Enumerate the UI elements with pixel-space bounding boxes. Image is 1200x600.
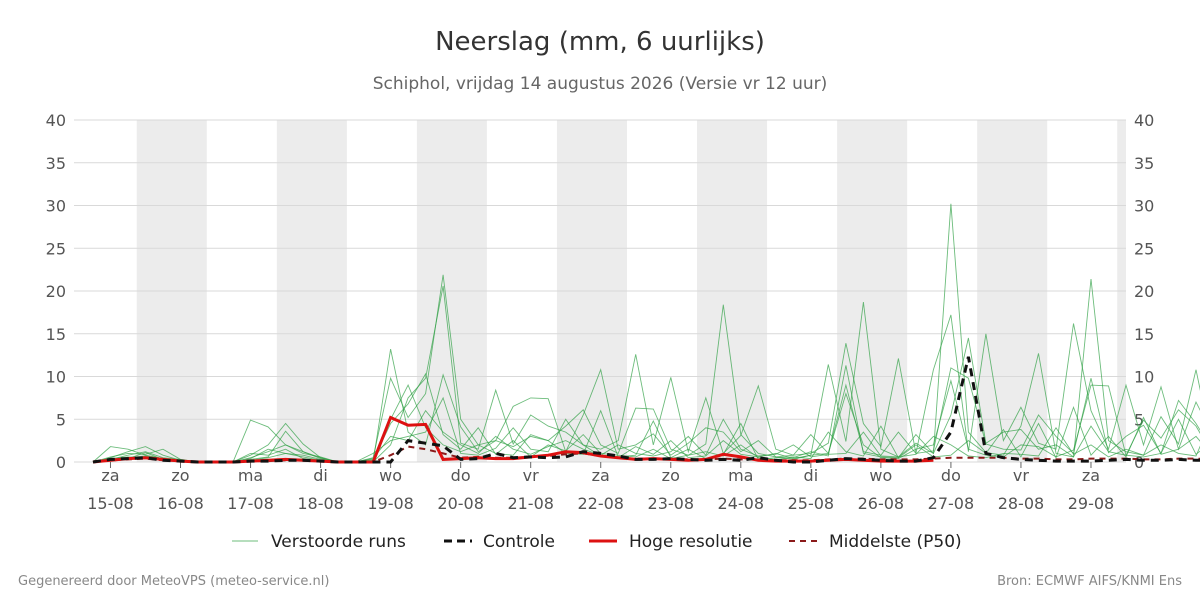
x-tick-day: zo: [171, 466, 189, 485]
legend: Verstoorde runs Controle Hoge resolutie …: [232, 532, 962, 552]
y-axis-ticks: 0 0 5 5 10 10 15 15 20 20 25 25 30 30 35 35 40 40: [46, 111, 1155, 472]
y-tick-label-right: 5: [1134, 410, 1144, 429]
y-tick-label-right: 35: [1134, 154, 1154, 173]
y-tick-label-right: 40: [1134, 111, 1154, 130]
ensemble-members: [92, 203, 1200, 463]
x-tick-date: 26-08: [858, 494, 905, 513]
legend-label-p50: Middelste (P50): [829, 532, 962, 552]
y-tick-label-right: 20: [1134, 282, 1154, 301]
y-tick-label-left: 25: [46, 239, 66, 258]
footer-generated-by: Gegenereerd door MeteoVPS (meteo-service…: [18, 574, 329, 589]
y-tick-label-left: 20: [46, 282, 66, 301]
legend-label-control: Controle: [483, 532, 555, 552]
x-tick-date: 27-08: [928, 494, 975, 513]
y-tick-label-left: 40: [46, 111, 66, 130]
x-tick-day: za: [1082, 466, 1100, 485]
chart-subtitle: Schiphol, vrijdag 14 augustus 2026 (Vers…: [373, 74, 828, 94]
legend-item-hires: Hoge resolutie: [589, 532, 753, 552]
y-tick-label-left: 10: [46, 368, 66, 387]
x-tick-day: zo: [662, 466, 680, 485]
x-tick-date: 28-08: [998, 494, 1045, 513]
x-tick-day: wo: [869, 466, 892, 485]
legend-item-p50: Middelste (P50): [789, 532, 962, 552]
x-tick-date: 29-08: [1068, 494, 1115, 513]
x-tick-day: ma: [238, 466, 263, 485]
x-tick-date: 22-08: [577, 494, 624, 513]
x-tick-date: 18-08: [297, 494, 344, 513]
y-tick-label-left: 15: [46, 325, 66, 344]
x-axis-ticks: za 15-08 zo 16-08 ma 17-08 di 18-08 wo 19-08 do 20-…: [87, 462, 1114, 513]
x-tick-day: vr: [1013, 466, 1029, 485]
chart-title: Neerslag (mm, 6 uurlijks): [435, 27, 765, 57]
y-tick-label-right: 30: [1134, 197, 1154, 216]
control-line: [92, 356, 1200, 464]
x-tick-date: 17-08: [227, 494, 274, 513]
footer-source: Bron: ECMWF AIFS/KNMI Ens: [997, 574, 1182, 589]
legend-item-ensemble: Verstoorde runs: [232, 532, 406, 552]
y-tick-label-left: 0: [56, 453, 66, 472]
x-tick-day: za: [592, 466, 610, 485]
x-tick-day: do: [941, 466, 961, 485]
legend-item-control: Controle: [444, 532, 555, 552]
x-tick-day: wo: [379, 466, 402, 485]
y-tick-label-left: 5: [56, 410, 66, 429]
y-tick-label-right: 15: [1134, 325, 1154, 344]
y-tick-label-right: 0: [1134, 453, 1144, 472]
x-tick-date: 21-08: [507, 494, 554, 513]
x-tick-date: 19-08: [367, 494, 414, 513]
x-tick-day: do: [451, 466, 471, 485]
y-tick-label-left: 30: [46, 197, 66, 216]
y-tick-label-left: 35: [46, 154, 66, 173]
x-tick-day: za: [101, 466, 119, 485]
legend-label-hires: Hoge resolutie: [629, 532, 753, 552]
x-tick-date: 20-08: [437, 494, 484, 513]
legend-label-ensemble: Verstoorde runs: [271, 532, 406, 552]
x-tick-day: vr: [523, 466, 539, 485]
main-series: [92, 356, 1200, 464]
x-tick-day: ma: [728, 466, 753, 485]
x-tick-date: 25-08: [788, 494, 835, 513]
x-tick-day: di: [313, 466, 328, 485]
x-tick-date: 23-08: [648, 494, 695, 513]
x-tick-date: 24-08: [718, 494, 765, 513]
ensemble-member-line: [92, 337, 1200, 463]
x-tick-day: di: [804, 466, 819, 485]
x-tick-date: 15-08: [87, 494, 134, 513]
y-tick-label-right: 10: [1134, 368, 1154, 387]
x-tick-date: 16-08: [157, 494, 204, 513]
y-tick-label-right: 25: [1134, 239, 1154, 258]
